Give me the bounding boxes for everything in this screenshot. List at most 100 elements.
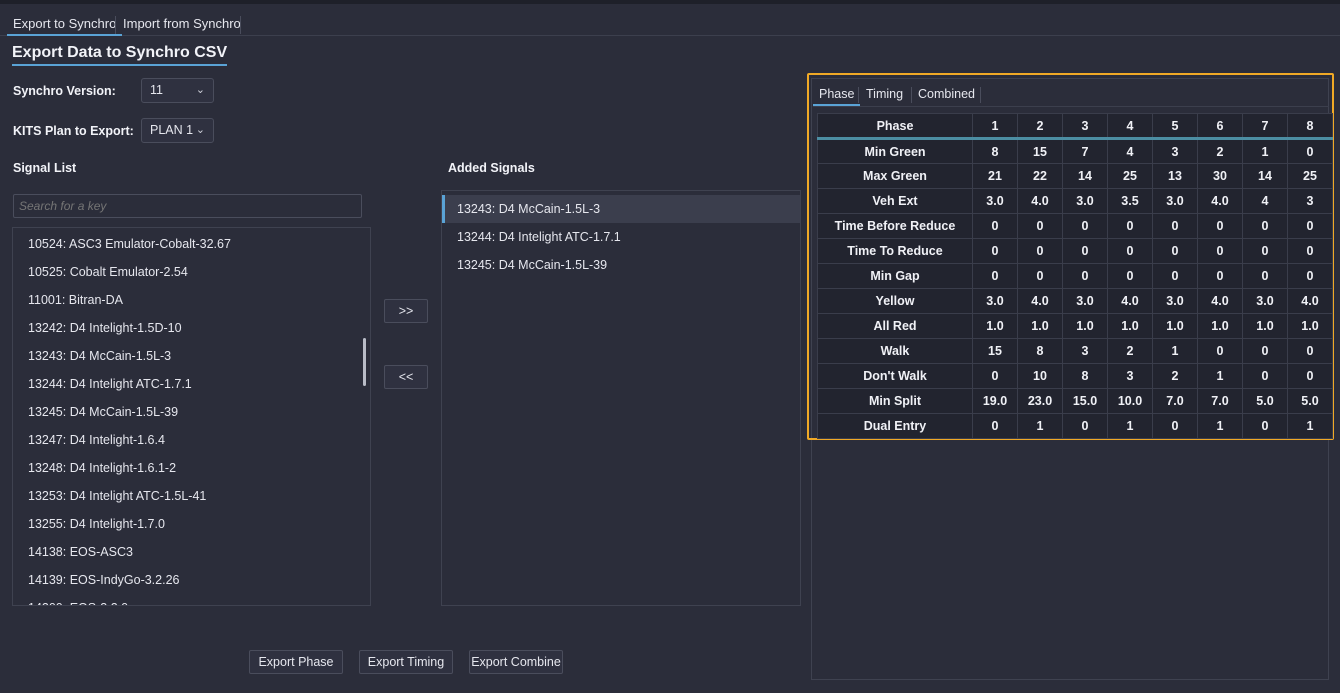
- table-cell[interactable]: 4.0: [1017, 288, 1063, 314]
- table-cell[interactable]: 8: [1017, 338, 1063, 364]
- table-cell[interactable]: 5.0: [1242, 388, 1288, 414]
- table-cell[interactable]: 3: [1287, 188, 1333, 214]
- list-item[interactable]: 14200: EOS-3.2.0: [13, 594, 370, 605]
- table-cell[interactable]: 0: [1242, 363, 1288, 389]
- table-cell[interactable]: 0: [1107, 213, 1153, 239]
- table-cell[interactable]: 0: [1197, 213, 1243, 239]
- table-cell[interactable]: 0: [1287, 263, 1333, 289]
- table-cell[interactable]: 0: [1287, 363, 1333, 389]
- tab-combined[interactable]: Combined: [918, 87, 975, 101]
- signal-list[interactable]: 10524: ASC3 Emulator-Cobalt-32.67 10525: …: [12, 227, 371, 606]
- table-cell[interactable]: 3: [1062, 338, 1108, 364]
- list-item[interactable]: 13244: D4 Intelight ATC-1.7.1: [28, 377, 192, 391]
- table-cell[interactable]: 15: [1017, 138, 1063, 164]
- list-item[interactable]: 13247: D4 Intelight-1.6.4: [28, 433, 165, 447]
- tab-phase[interactable]: Phase: [813, 84, 861, 106]
- table-cell[interactable]: 10: [1017, 363, 1063, 389]
- table-cell[interactable]: 0: [972, 238, 1018, 264]
- table-cell[interactable]: 0: [1152, 213, 1198, 239]
- export-combine-button[interactable]: Export Combine: [469, 650, 563, 674]
- table-cell[interactable]: 3.0: [1152, 288, 1198, 314]
- table-cell[interactable]: 1.0: [1287, 313, 1333, 339]
- table-cell[interactable]: 0: [972, 263, 1018, 289]
- table-cell[interactable]: 0: [1287, 338, 1333, 364]
- table-cell[interactable]: 15: [972, 338, 1018, 364]
- table-cell[interactable]: 13: [1152, 163, 1198, 189]
- table-cell[interactable]: 5.0: [1287, 388, 1333, 414]
- table-cell[interactable]: 4.0: [1197, 288, 1243, 314]
- table-cell[interactable]: 2: [1152, 363, 1198, 389]
- table-cell[interactable]: 22: [1017, 163, 1063, 189]
- table-cell[interactable]: 1: [1287, 413, 1333, 439]
- table-cell[interactable]: 14: [1242, 163, 1288, 189]
- table-cell[interactable]: 0: [1242, 338, 1288, 364]
- table-cell[interactable]: 1: [1197, 413, 1243, 439]
- table-cell[interactable]: 7.0: [1197, 388, 1243, 414]
- table-cell[interactable]: 3.5: [1107, 188, 1153, 214]
- table-cell[interactable]: 1.0: [1062, 313, 1108, 339]
- table-cell[interactable]: 4: [1107, 138, 1153, 164]
- table-cell[interactable]: 1.0: [1242, 313, 1288, 339]
- table-cell[interactable]: 1: [1242, 138, 1288, 164]
- table-cell[interactable]: 3.0: [972, 188, 1018, 214]
- table-cell[interactable]: 0: [1197, 338, 1243, 364]
- list-item[interactable]: 13255: D4 Intelight-1.7.0: [28, 517, 165, 531]
- table-cell[interactable]: 4.0: [1017, 188, 1063, 214]
- list-item[interactable]: 10525: Cobalt Emulator-2.54: [28, 265, 188, 279]
- table-cell[interactable]: 0: [1062, 213, 1108, 239]
- export-timing-button[interactable]: Export Timing: [359, 650, 453, 674]
- tab-export-to-synchro[interactable]: Export to Synchro: [7, 14, 123, 36]
- list-item[interactable]: 13245: D4 McCain-1.5L-39: [457, 258, 608, 272]
- table-cell[interactable]: 1.0: [1152, 313, 1198, 339]
- added-signals-list[interactable]: 13243: D4 McCain-1.5L-3 13244: D4 Intelig…: [441, 190, 801, 606]
- table-cell[interactable]: 2: [1107, 338, 1153, 364]
- table-cell[interactable]: 7: [1062, 138, 1108, 164]
- table-cell[interactable]: 3.0: [1062, 288, 1108, 314]
- table-cell[interactable]: 0: [1242, 263, 1288, 289]
- list-item[interactable]: 13243: D4 McCain-1.5L-3: [442, 195, 800, 223]
- table-cell[interactable]: 0: [1242, 213, 1288, 239]
- list-item[interactable]: 14138: EOS-ASC3: [28, 545, 133, 559]
- table-cell[interactable]: 1: [1152, 338, 1198, 364]
- tab-timing[interactable]: Timing: [866, 87, 904, 101]
- table-cell[interactable]: 0: [1152, 238, 1198, 264]
- synchro-version-select[interactable]: 11 ⌄: [141, 78, 214, 103]
- list-item[interactable]: 13244: D4 Intelight ATC-1.7.1: [457, 230, 621, 244]
- kits-plan-select[interactable]: PLAN 1 ⌄: [141, 118, 214, 143]
- table-cell[interactable]: 1: [1107, 413, 1153, 439]
- list-item[interactable]: 11001: Bitran-DA: [28, 293, 123, 307]
- scrollbar-thumb[interactable]: [363, 338, 366, 386]
- table-cell[interactable]: 14: [1062, 163, 1108, 189]
- table-cell[interactable]: 30: [1197, 163, 1243, 189]
- table-cell[interactable]: 3: [1152, 138, 1198, 164]
- table-cell[interactable]: 0: [1062, 413, 1108, 439]
- search-input[interactable]: [13, 194, 362, 218]
- table-cell[interactable]: 8: [972, 138, 1018, 164]
- table-cell[interactable]: 15.0: [1062, 388, 1108, 414]
- table-cell[interactable]: 8: [1062, 363, 1108, 389]
- table-cell[interactable]: 1.0: [1197, 313, 1243, 339]
- table-cell[interactable]: 0: [1107, 238, 1153, 264]
- table-cell[interactable]: 3.0: [1062, 188, 1108, 214]
- list-item[interactable]: 13253: D4 Intelight ATC-1.5L-41: [28, 489, 207, 503]
- table-cell[interactable]: 0: [1242, 238, 1288, 264]
- table-cell[interactable]: 0: [1287, 213, 1333, 239]
- table-cell[interactable]: 23.0: [1017, 388, 1063, 414]
- table-cell[interactable]: 0: [972, 213, 1018, 239]
- table-cell[interactable]: 3.0: [972, 288, 1018, 314]
- table-cell[interactable]: 10.0: [1107, 388, 1153, 414]
- table-cell[interactable]: 0: [1017, 238, 1063, 264]
- table-cell[interactable]: 3: [1107, 363, 1153, 389]
- table-cell[interactable]: 7.0: [1152, 388, 1198, 414]
- table-cell[interactable]: 0: [1107, 263, 1153, 289]
- add-signal-button[interactable]: >>: [384, 299, 428, 323]
- export-phase-button[interactable]: Export Phase: [249, 650, 343, 674]
- table-cell[interactable]: 1.0: [1107, 313, 1153, 339]
- table-cell[interactable]: 1.0: [1017, 313, 1063, 339]
- table-cell[interactable]: 0: [1287, 138, 1333, 164]
- table-cell[interactable]: 0: [1062, 238, 1108, 264]
- list-item[interactable]: 10524: ASC3 Emulator-Cobalt-32.67: [28, 237, 231, 251]
- table-cell[interactable]: 0: [1152, 413, 1198, 439]
- table-cell[interactable]: 21: [972, 163, 1018, 189]
- table-cell[interactable]: 3.0: [1152, 188, 1198, 214]
